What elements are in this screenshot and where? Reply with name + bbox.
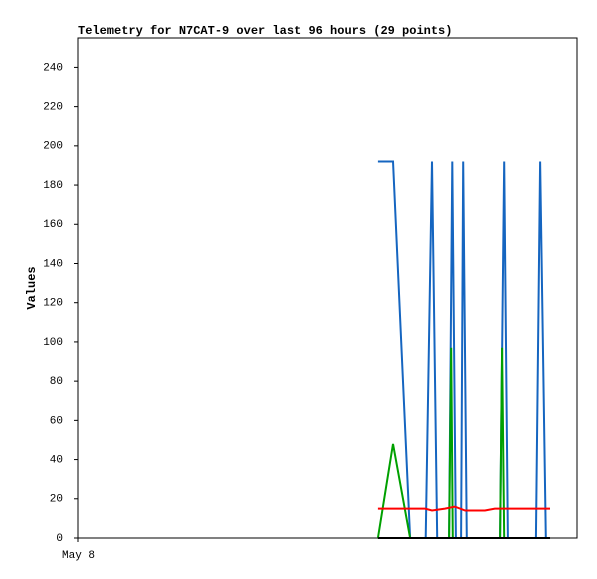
y-tick-label: 200 [43, 141, 63, 153]
y-tick-label: 180 [43, 180, 63, 192]
y-tick-label: 20 [50, 494, 63, 506]
y-axis-label: Values [25, 266, 39, 309]
y-tick-label: 40 [50, 454, 63, 466]
x-tick-label: May 8 [62, 550, 95, 562]
y-tick-label: 80 [50, 376, 63, 388]
plot-frame [77, 37, 578, 539]
y-tick-label: 60 [50, 415, 63, 427]
series-line [377, 505, 550, 512]
y-tick-label: 160 [43, 219, 63, 231]
series-line [377, 160, 550, 539]
y-tick-label: 120 [43, 298, 63, 310]
chart-title: Telemetry for N7CAT-9 over last 96 hours… [78, 24, 452, 38]
y-tick-label: 140 [43, 258, 63, 270]
y-tick-label: 240 [43, 62, 63, 74]
y-tick-label: 220 [43, 102, 63, 114]
y-tick-label: 0 [56, 533, 63, 545]
y-tick-label: 100 [43, 337, 63, 349]
series-line [376, 347, 550, 539]
